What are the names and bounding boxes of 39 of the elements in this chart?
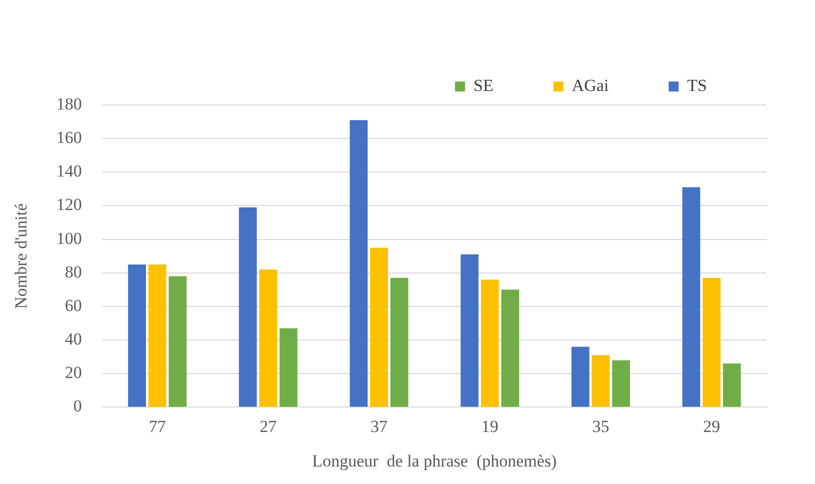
y-tick-label: 100	[56, 228, 82, 248]
x-tick-label: 77	[148, 416, 166, 436]
bar	[682, 187, 700, 407]
bar	[238, 207, 257, 407]
bar	[612, 360, 630, 407]
bar	[480, 280, 499, 407]
bar	[501, 290, 520, 407]
bar	[722, 364, 741, 407]
bar	[370, 248, 388, 407]
bar	[128, 264, 146, 407]
bar	[280, 328, 298, 407]
y-tick-label: 180	[56, 94, 82, 114]
bar	[350, 120, 368, 407]
legend-label: SE	[474, 76, 494, 95]
y-tick-label: 120	[56, 195, 82, 214]
bar	[390, 278, 408, 407]
x-tick-label: 37	[370, 416, 388, 436]
x-axis-title: Longueur de la phrase (phonemès)	[312, 451, 557, 470]
y-tick-label: 40	[64, 330, 82, 349]
y-tick-label: 20	[64, 363, 82, 382]
y-tick-label: 0	[73, 396, 82, 416]
x-tick-label: 27	[260, 416, 278, 436]
bar	[259, 270, 278, 407]
bar	[571, 346, 590, 407]
bar	[460, 254, 478, 407]
y-tick-label: 140	[56, 162, 82, 181]
bar	[702, 278, 721, 407]
legend-label: TS	[687, 76, 708, 95]
x-tick-label: 19	[481, 416, 498, 436]
legend-label: AGai	[572, 76, 609, 95]
y-tick-label: 60	[64, 296, 82, 315]
y-tick-label: 160	[56, 128, 82, 148]
y-axis-title: Nombre d'unité	[12, 203, 31, 309]
bar	[592, 355, 610, 407]
bar	[148, 264, 166, 407]
y-tick-label: 80	[64, 262, 82, 282]
x-tick-label: 35	[592, 416, 610, 436]
x-tick-label: 29	[703, 416, 720, 436]
bar	[168, 276, 187, 407]
